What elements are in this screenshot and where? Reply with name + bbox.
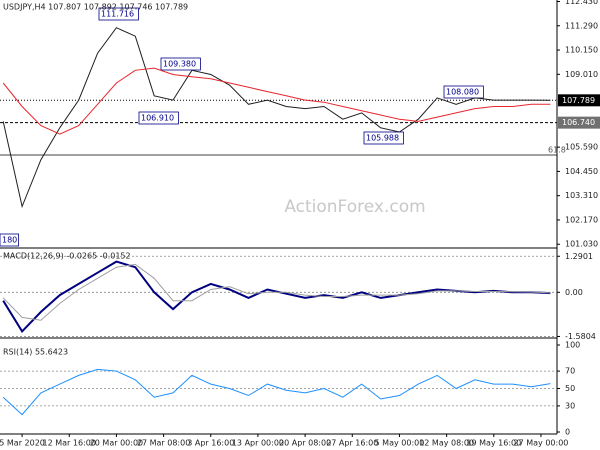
annotation-box	[160, 57, 201, 71]
x-tick-label: 12 Mar 16:00	[43, 439, 96, 448]
level-label: 106.740	[562, 118, 595, 127]
series-line	[2, 67, 551, 135]
watermark: ActionForex.com	[284, 197, 425, 217]
annotation-box	[0, 233, 20, 247]
series-line	[2, 27, 551, 209]
annotation-box	[98, 7, 139, 21]
y-tick-label: 109.010	[565, 70, 598, 79]
y-tick-label: 101.030	[565, 240, 598, 249]
panel-title: RSI(14) 55.6423	[3, 348, 68, 357]
annotation-box	[443, 85, 484, 99]
level-box	[558, 116, 600, 129]
x-tick-label: 27 May 00:00	[514, 439, 569, 448]
x-tick-label: 27 Mar 08:00	[137, 439, 190, 448]
x-tick-label: 20 Mar 00:00	[90, 439, 143, 448]
y-tick-label: 104.450	[565, 167, 598, 176]
y-tick-label: 100	[565, 341, 580, 350]
y-tick-label: 30	[565, 401, 575, 410]
x-tick-label: 12 May 08:00	[419, 439, 474, 448]
x-tick-label: 5 Mar 2020	[0, 439, 45, 448]
annotation: 111.716	[101, 10, 134, 19]
x-tick-label: 27 Apr 16:00	[326, 439, 378, 448]
level-label: 107.789	[562, 96, 595, 105]
x-tick-label: 19 May 16:00	[466, 439, 521, 448]
y-tick-label: 110.150	[565, 46, 598, 55]
annotation: 108.080	[446, 88, 479, 97]
x-tick-label: 5 May 00:00	[375, 439, 425, 448]
y-tick-label: 103.310	[565, 191, 598, 200]
y-tick-label: 105.590	[565, 143, 598, 152]
series-line	[2, 263, 551, 321]
annotation-box	[363, 131, 404, 145]
series-line	[2, 368, 551, 416]
y-tick-label: 1.2901	[565, 252, 593, 261]
x-tick-label: 13 Apr 00:00	[232, 439, 284, 448]
y-tick-label: 70	[565, 367, 575, 376]
annotation: 61.8	[548, 146, 566, 155]
annotation-box	[138, 111, 179, 125]
level-box	[558, 94, 600, 107]
panel-title: MACD(12,26,9) -0.0265 -0.0152	[3, 252, 131, 261]
y-tick-label: 50	[565, 384, 575, 393]
x-tick-label: 20 Apr 08:00	[279, 439, 331, 448]
y-tick-label: 111.290	[565, 21, 598, 30]
annotation: 109.380	[163, 60, 196, 69]
x-tick-label: 3 Apr 16:00	[187, 439, 234, 448]
y-tick-label: 0.00	[565, 288, 583, 297]
y-tick-label: 102.170	[565, 215, 598, 224]
panel-title: USDJPY,H4 107.807 107.892 107.746 107.78…	[3, 3, 188, 12]
y-tick-label: -1.5804	[565, 332, 596, 341]
y-tick-label: 0	[565, 428, 570, 437]
y-tick-label: 112.430	[565, 0, 598, 6]
annotation: 105.988	[366, 134, 399, 143]
annotation: 106.910	[141, 114, 174, 123]
annotation: 180	[2, 236, 17, 245]
